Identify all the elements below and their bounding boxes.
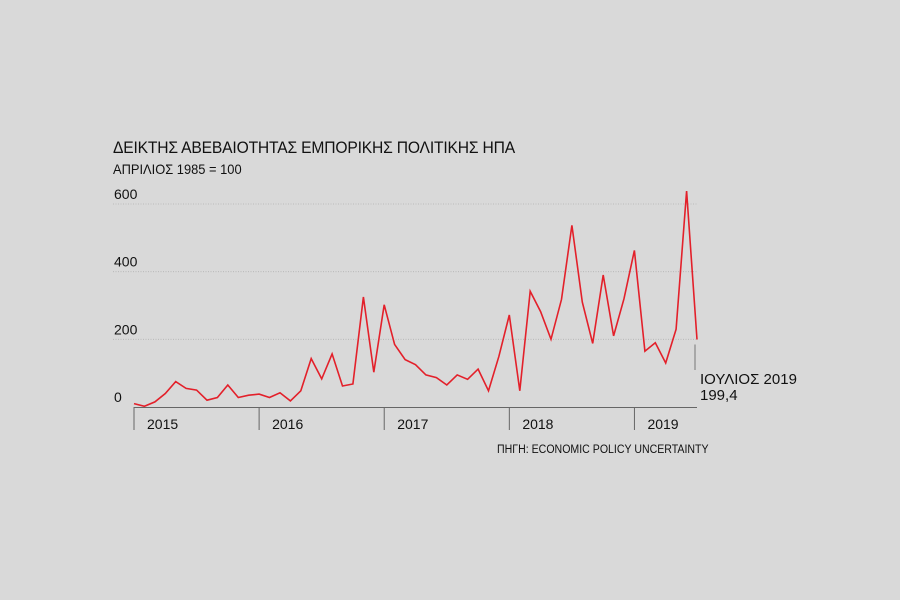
chart-subtitle: ΑΠΡΙΛΙΟΣ 1985 = 100 — [113, 161, 242, 177]
gridlines — [113, 203, 697, 340]
chart-title: ΔΕΙΚΤΗΣ ΑΒΕΒΑΙΟΤΗΤΑΣ ΕΜΠΟΡΙΚΗΣ ΠΟΛΙΤΙΚΗΣ… — [113, 138, 515, 157]
y-axis-labels: 0 200 400 600 — [114, 186, 138, 405]
annotation-label: ΙΟΥΛΙΟΣ 2019 — [700, 371, 797, 388]
source-note: ΠΗΓΗ: ECONOMIC POLICY UNCERTAINTY — [497, 444, 709, 456]
x-tick-label: 2017 — [397, 416, 428, 432]
y-tick-label: 400 — [114, 254, 138, 270]
annotation-value: 199,4 — [700, 387, 738, 404]
series-line — [133, 191, 698, 408]
x-tick-label: 2015 — [147, 416, 178, 432]
last-value-annotation: ΙΟΥΛΙΟΣ 2019 199,4 — [694, 344, 797, 404]
y-tick-label: 200 — [114, 321, 138, 337]
y-tick-label: 0 — [114, 389, 122, 405]
x-tick-label: 2019 — [647, 416, 678, 432]
x-tick-label: 2018 — [522, 416, 553, 432]
x-tick-label: 2016 — [272, 416, 303, 432]
x-axis: 2015 2016 2017 2018 2019 — [133, 407, 697, 432]
y-tick-label: 600 — [114, 186, 138, 202]
